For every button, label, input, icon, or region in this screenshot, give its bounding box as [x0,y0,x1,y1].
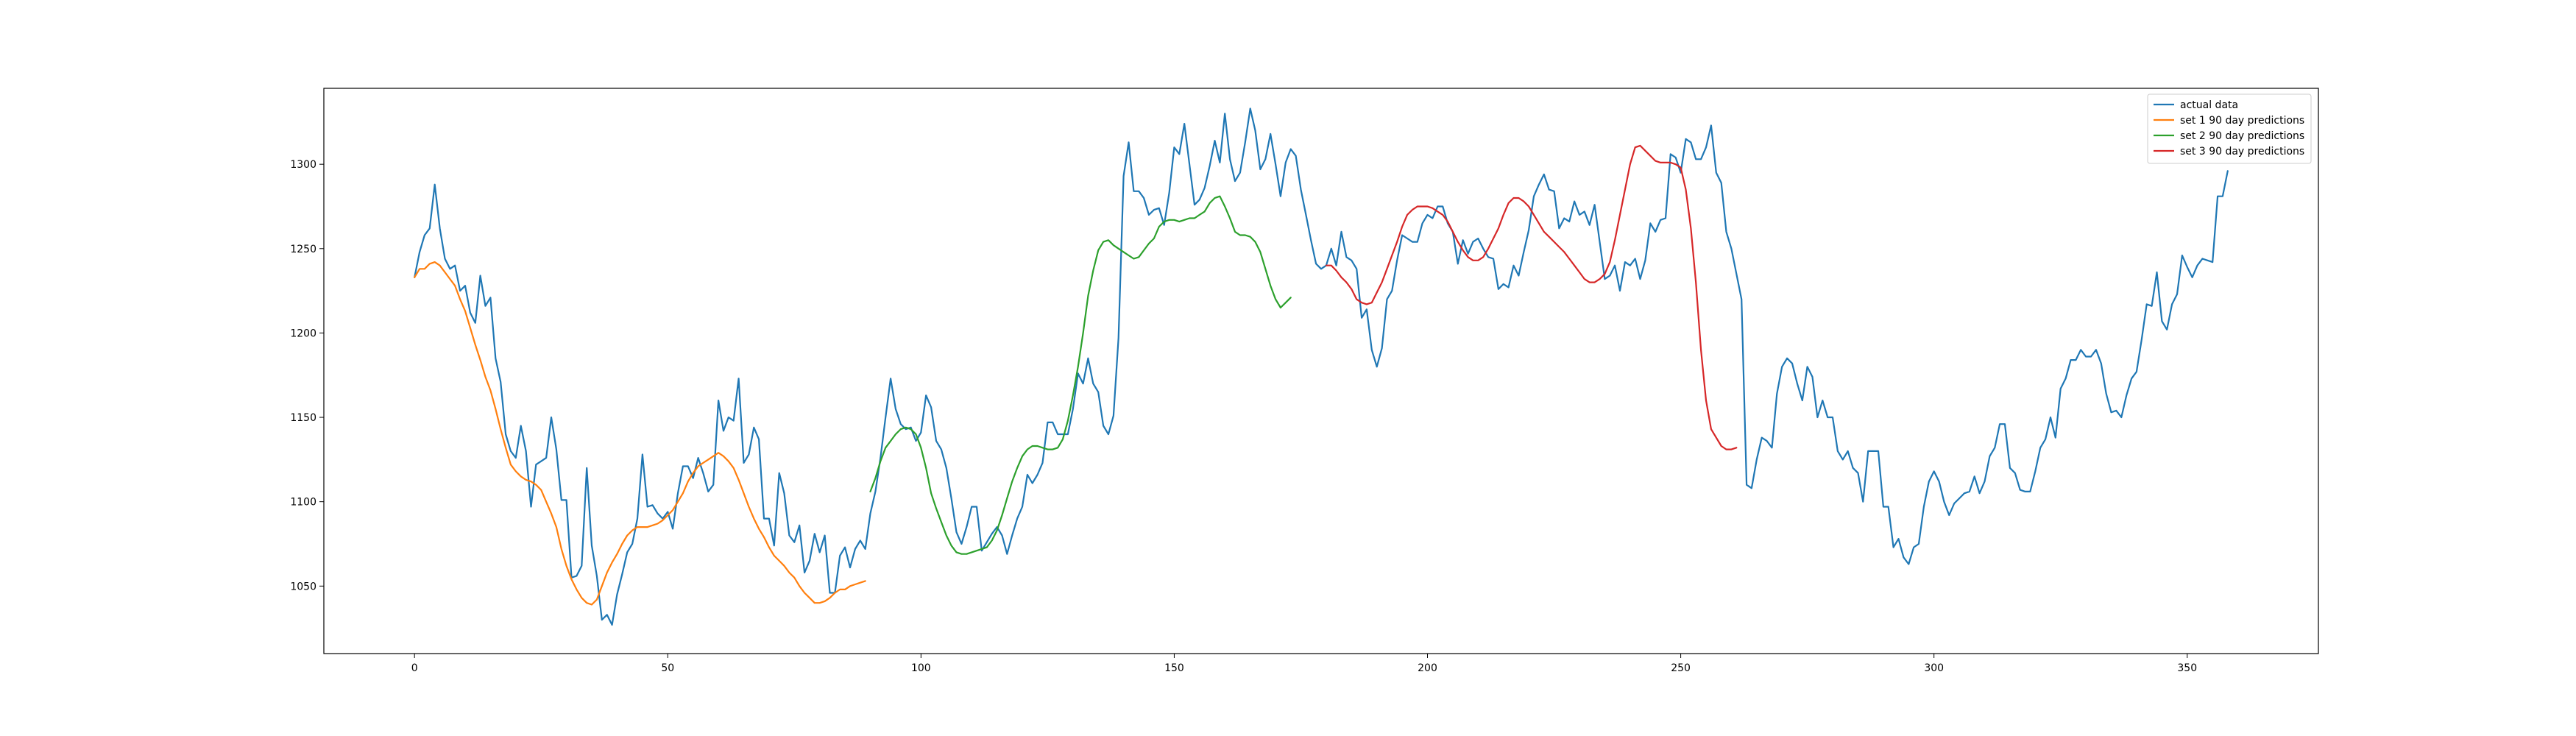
legend-label: set 2 90 day predictions [2180,130,2304,142]
plot-frame [323,88,2319,654]
y-tick-label: 1150 [290,412,316,424]
y-tick-label: 1300 [290,159,316,171]
y-axis: 1050 1100 1150 1200 1250 1300 [290,159,324,592]
series-line-3 [869,195,1292,555]
y-tick-label: 1050 [290,581,316,592]
y-tick-label: 1250 [290,244,316,255]
series-line-1 [414,107,2229,626]
x-tick-label: 200 [1418,662,1437,674]
x-axis: 0 50 100 150 200 250 300 350 [411,654,2197,674]
legend-label: actual data [2180,99,2238,111]
y-tick-label: 1100 [290,497,316,509]
x-tick-label: 150 [1164,662,1184,674]
y-tick-label: 1200 [290,328,316,339]
x-tick-label: 100 [911,662,931,674]
legend-label: set 1 90 day predictions [2180,115,2304,127]
series-layer [414,107,2229,626]
x-tick-label: 250 [1671,662,1691,674]
legend-label: set 3 90 day predictions [2180,146,2304,158]
series-line-2 [414,261,866,606]
legend: actual data set 1 90 day predictions set 2… [2147,93,2312,164]
x-tick-label: 50 [661,662,674,674]
legend-box [2147,93,2312,164]
x-tick-label: 300 [1924,662,1944,674]
x-tick-label: 0 [411,662,418,674]
x-tick-label: 350 [2177,662,2197,674]
series-line-4 [1325,144,1738,450]
